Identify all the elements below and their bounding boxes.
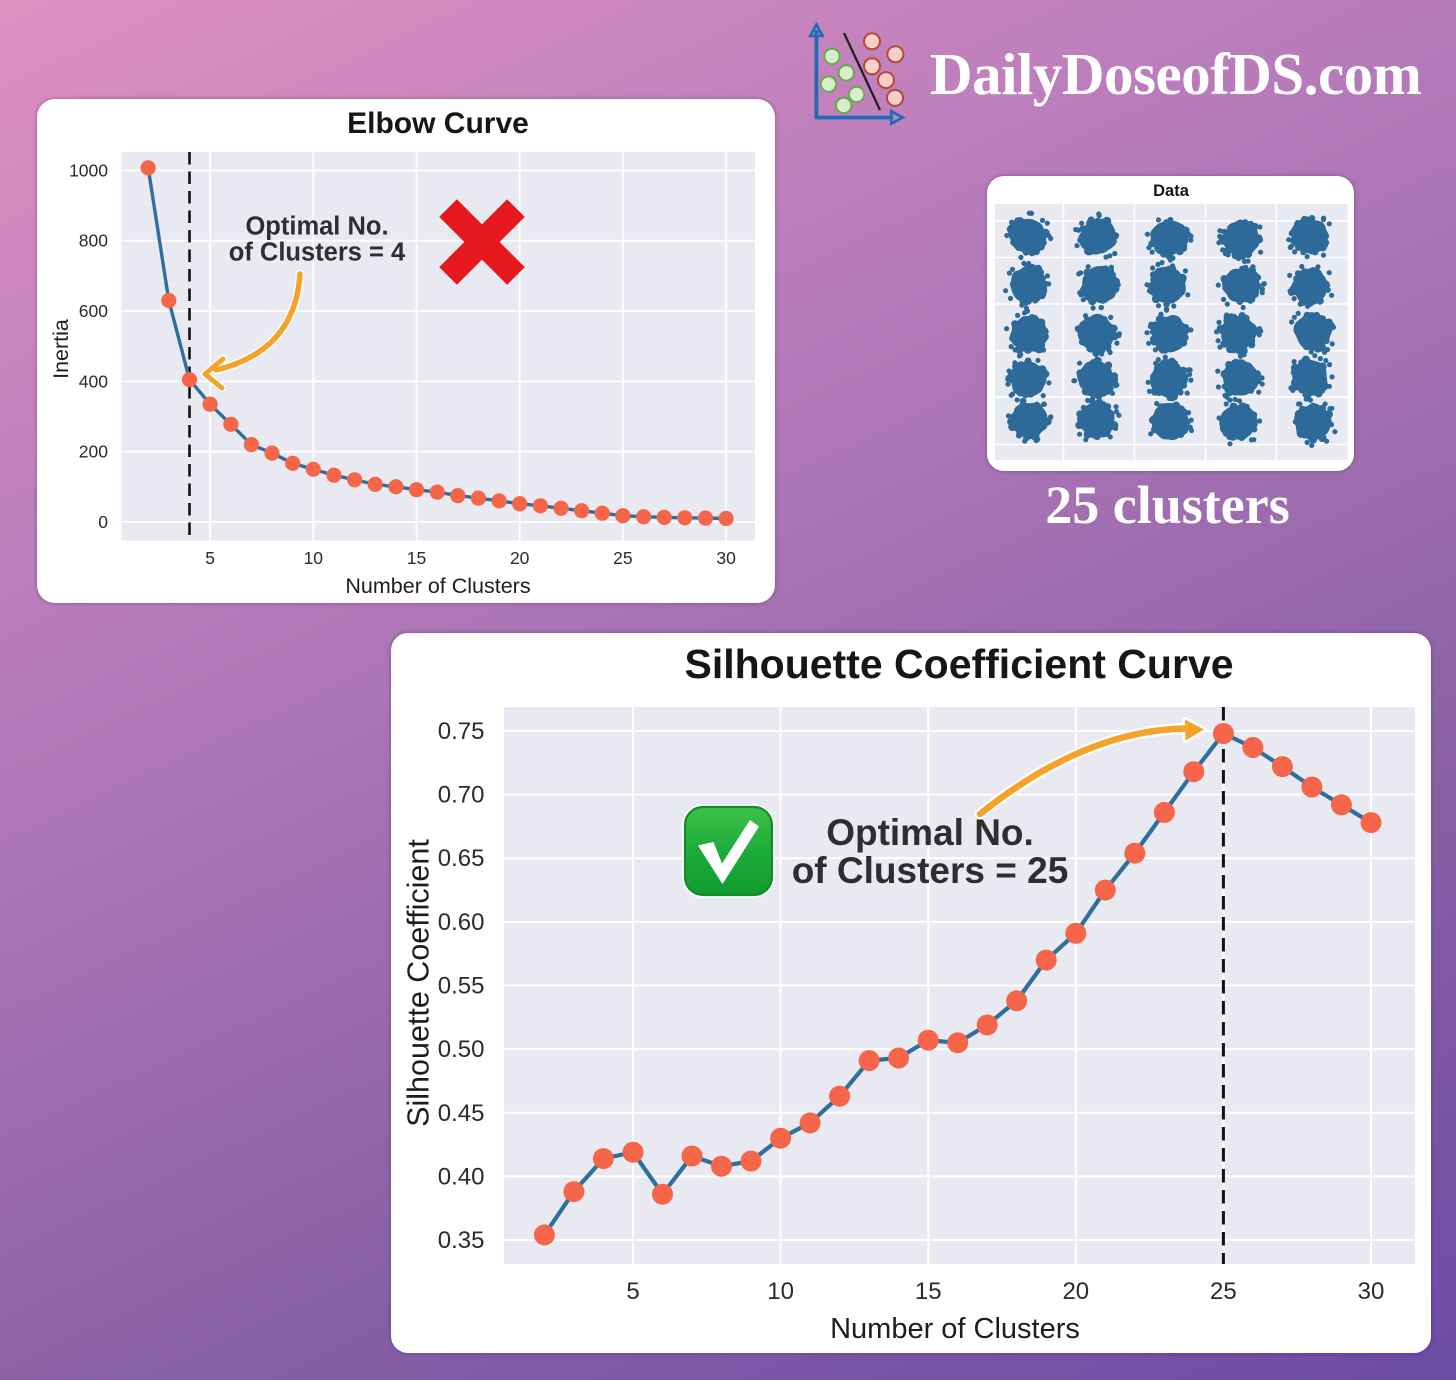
svg-text:Inertia: Inertia — [49, 319, 73, 379]
svg-text:0.70: 0.70 — [438, 782, 485, 809]
svg-text:0.35: 0.35 — [438, 1227, 485, 1254]
svg-text:Optimal No.: Optimal No. — [826, 812, 1034, 853]
svg-text:Number of Clusters: Number of Clusters — [830, 1313, 1080, 1345]
svg-text:Data: Data — [1153, 182, 1190, 200]
svg-text:15: 15 — [915, 1278, 942, 1305]
svg-text:0.60: 0.60 — [438, 909, 485, 936]
svg-text:0.55: 0.55 — [438, 973, 485, 1000]
svg-text:10: 10 — [767, 1278, 794, 1305]
svg-text:200: 200 — [79, 442, 108, 462]
svg-text:0.45: 0.45 — [438, 1100, 485, 1127]
svg-text:0.65: 0.65 — [438, 845, 485, 872]
svg-text:15: 15 — [407, 548, 426, 568]
svg-text:of Clusters = 4: of Clusters = 4 — [229, 239, 406, 267]
svg-text:Silhouette Coefficient: Silhouette Coefficient — [402, 839, 436, 1127]
svg-text:Optimal No.: Optimal No. — [245, 213, 388, 241]
svg-text:400: 400 — [79, 371, 108, 391]
svg-text:0.75: 0.75 — [438, 718, 485, 745]
svg-text:30: 30 — [716, 548, 736, 568]
svg-text:30: 30 — [1358, 1278, 1385, 1305]
svg-text:5: 5 — [626, 1278, 639, 1305]
svg-text:800: 800 — [79, 231, 108, 251]
svg-text:25: 25 — [1210, 1278, 1237, 1305]
svg-text:Number of Clusters: Number of Clusters — [345, 574, 530, 598]
svg-text:0: 0 — [98, 512, 108, 532]
svg-text:Elbow Curve: Elbow Curve — [347, 107, 529, 140]
svg-text:0.40: 0.40 — [438, 1163, 485, 1190]
svg-text:25: 25 — [613, 548, 632, 568]
svg-text:Silhouette Coefficient Curve: Silhouette Coefficient Curve — [684, 641, 1233, 687]
svg-text:of Clusters = 25: of Clusters = 25 — [792, 850, 1069, 891]
svg-text:5: 5 — [205, 548, 215, 568]
svg-text:600: 600 — [79, 301, 108, 321]
svg-text:0.50: 0.50 — [438, 1036, 485, 1063]
svg-text:10: 10 — [304, 548, 324, 568]
svg-text:1000: 1000 — [69, 160, 108, 180]
svg-text:20: 20 — [1062, 1278, 1089, 1305]
svg-text:20: 20 — [510, 548, 530, 568]
